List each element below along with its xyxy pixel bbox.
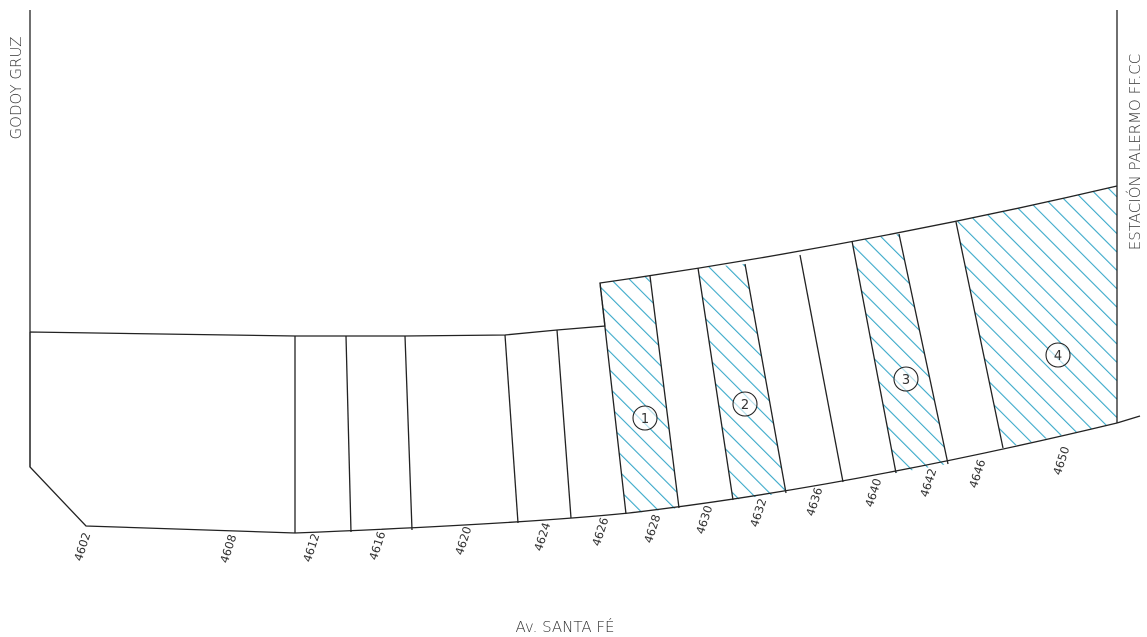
- lot-badge-3[interactable]: 3: [893, 366, 919, 392]
- lot-number-labels: 4602 4608 4612 4616 4620 4624 4626 4628 …: [71, 445, 1072, 565]
- lot-number: 4632: [747, 497, 769, 529]
- lot-number: 4630: [693, 504, 715, 536]
- lot-number: 4646: [966, 458, 988, 490]
- lot-number: 4612: [300, 532, 322, 564]
- lot-number: 4628: [641, 513, 663, 545]
- lot-number: 4642: [917, 467, 939, 499]
- lot-number: 4636: [803, 486, 825, 518]
- lot-badge-label: 1: [641, 412, 649, 427]
- lot-number: 4616: [366, 530, 388, 562]
- lot-number: 4602: [71, 531, 93, 563]
- lot-number: 4640: [862, 477, 884, 509]
- lot-number: 4626: [589, 516, 611, 548]
- lot-number: 4608: [217, 533, 239, 565]
- lot-number: 4624: [531, 521, 553, 553]
- street-label-godoy-gruz: GODOY GRUZ: [7, 37, 25, 140]
- lot-badge-label: 2: [741, 398, 749, 413]
- lot-badge-1[interactable]: 1: [632, 405, 658, 431]
- street-label-av-santa-fe: Av. SANTA FÉ: [515, 617, 614, 636]
- lot-4650-fill[interactable]: [956, 186, 1117, 448]
- lot-badge-2[interactable]: 2: [732, 391, 758, 417]
- highlighted-lot-fills: [600, 186, 1117, 514]
- lot-number: 4650: [1050, 445, 1072, 477]
- lot-badge-label: 3: [902, 373, 910, 388]
- lot-badge-4[interactable]: 4: [1045, 342, 1071, 368]
- lot-4632-fill[interactable]: [698, 264, 786, 500]
- street-label-estacion-palermo: ESTACIÓN PALERMO FF.CC: [1125, 54, 1144, 250]
- lot-badge-label: 4: [1054, 349, 1062, 364]
- lot-4642-fill[interactable]: [852, 234, 948, 473]
- rail-edge-line: [1116, 415, 1141, 424]
- lot-4628-fill[interactable]: [600, 276, 679, 514]
- block-outline: [29, 185, 1118, 534]
- lot-number: 4620: [452, 525, 474, 557]
- lot-dividers: [294, 221, 1004, 533]
